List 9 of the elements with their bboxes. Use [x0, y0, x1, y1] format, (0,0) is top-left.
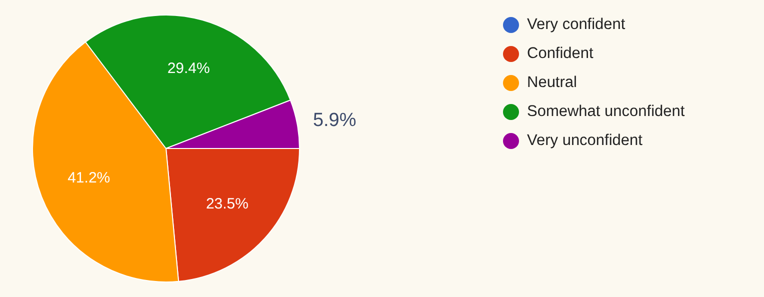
- data-label: 5.9%: [312, 110, 356, 132]
- legend-label: Neutral: [527, 74, 577, 92]
- data-label: 23.5%: [206, 195, 248, 212]
- data-label: 29.4%: [167, 60, 210, 78]
- legend-label: Very confident: [527, 16, 626, 34]
- data-label: 41.2%: [68, 170, 110, 187]
- legend-label: Very unconfident: [527, 132, 642, 150]
- legend-label: Somewhat unconfident: [527, 102, 685, 120]
- legend-label: Confident: [527, 44, 594, 62]
